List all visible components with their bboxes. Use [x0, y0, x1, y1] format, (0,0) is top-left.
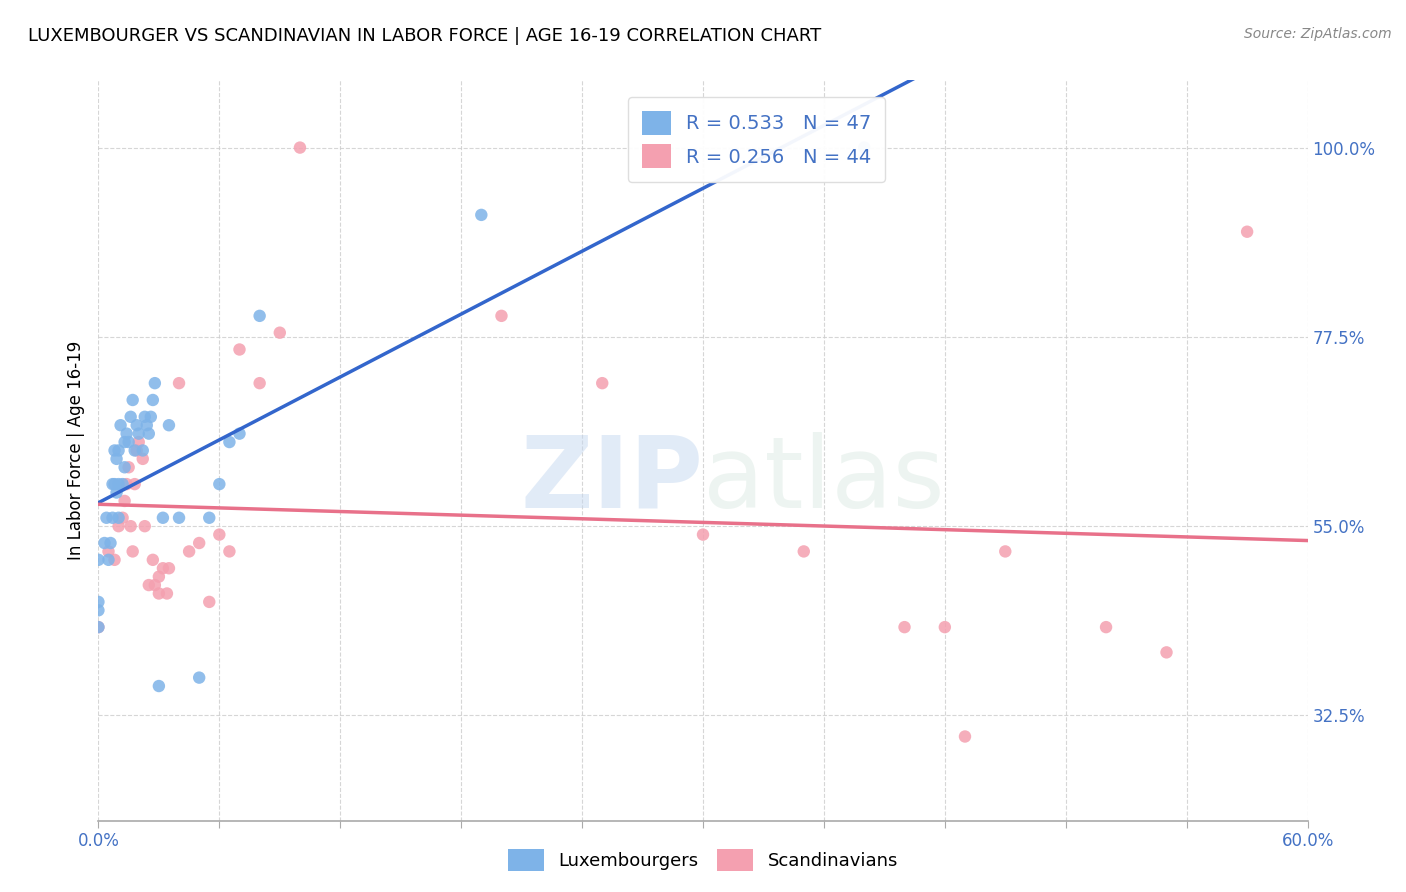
- Point: [793, 544, 815, 558]
- Point: [128, 435, 150, 450]
- Text: Source: ZipAtlas.com: Source: ZipAtlas.com: [1244, 27, 1392, 41]
- Point: [115, 426, 138, 441]
- Point: [132, 451, 155, 466]
- Point: [198, 510, 221, 524]
- Point: [87, 553, 110, 567]
- Point: [143, 578, 166, 592]
- Point: [121, 392, 143, 407]
- Point: [249, 309, 271, 323]
- Point: [103, 443, 125, 458]
- Point: [934, 620, 956, 634]
- Point: [121, 544, 143, 558]
- Point: [167, 510, 190, 524]
- Point: [114, 435, 136, 450]
- Point: [218, 544, 240, 558]
- Point: [107, 477, 129, 491]
- Point: [135, 418, 157, 433]
- Point: [105, 451, 128, 466]
- Legend: Luxembourgers, Scandinavians: Luxembourgers, Scandinavians: [501, 842, 905, 879]
- Point: [188, 536, 211, 550]
- Point: [107, 443, 129, 458]
- Point: [103, 553, 125, 567]
- Point: [1095, 620, 1118, 634]
- Point: [125, 418, 148, 433]
- Point: [228, 426, 250, 441]
- Point: [208, 527, 231, 541]
- Point: [132, 443, 155, 458]
- Point: [1156, 645, 1178, 659]
- Text: ZIP: ZIP: [520, 432, 703, 529]
- Point: [128, 426, 150, 441]
- Point: [96, 510, 118, 524]
- Point: [111, 477, 134, 491]
- Point: [692, 527, 714, 541]
- Point: [124, 477, 146, 491]
- Point: [152, 510, 174, 524]
- Point: [87, 603, 110, 617]
- Point: [101, 510, 124, 524]
- Point: [208, 477, 231, 491]
- Point: [138, 578, 160, 592]
- Point: [138, 426, 160, 441]
- Text: LUXEMBOURGER VS SCANDINAVIAN IN LABOR FORCE | AGE 16-19 CORRELATION CHART: LUXEMBOURGER VS SCANDINAVIAN IN LABOR FO…: [28, 27, 821, 45]
- Point: [118, 460, 141, 475]
- Point: [249, 376, 271, 391]
- Point: [134, 409, 156, 424]
- Point: [114, 494, 136, 508]
- Point: [134, 519, 156, 533]
- Point: [139, 409, 162, 424]
- Point: [148, 586, 170, 600]
- Point: [179, 544, 201, 558]
- Point: [288, 140, 311, 154]
- Point: [167, 376, 190, 391]
- Legend: R = 0.533   N = 47, R = 0.256   N = 44: R = 0.533 N = 47, R = 0.256 N = 44: [628, 97, 886, 182]
- Point: [994, 544, 1017, 558]
- Point: [157, 418, 180, 433]
- Point: [120, 519, 142, 533]
- Point: [142, 392, 165, 407]
- Point: [228, 343, 250, 357]
- Point: [591, 376, 613, 391]
- Point: [188, 671, 211, 685]
- Point: [125, 443, 148, 458]
- Point: [93, 536, 115, 550]
- Point: [491, 309, 513, 323]
- Point: [198, 595, 221, 609]
- Point: [157, 561, 180, 575]
- Point: [97, 544, 120, 558]
- Point: [156, 586, 179, 600]
- Point: [269, 326, 291, 340]
- Point: [107, 519, 129, 533]
- Point: [100, 536, 122, 550]
- Point: [143, 376, 166, 391]
- Point: [87, 620, 110, 634]
- Point: [152, 561, 174, 575]
- Point: [111, 510, 134, 524]
- Point: [1236, 225, 1258, 239]
- Point: [953, 730, 976, 744]
- Point: [107, 510, 129, 524]
- Point: [124, 443, 146, 458]
- Point: [105, 485, 128, 500]
- Point: [103, 477, 125, 491]
- Point: [87, 620, 110, 634]
- Point: [853, 140, 876, 154]
- Point: [218, 435, 240, 450]
- Point: [114, 460, 136, 475]
- Point: [101, 477, 124, 491]
- Text: atlas: atlas: [703, 432, 945, 529]
- Point: [893, 620, 915, 634]
- Point: [470, 208, 492, 222]
- Point: [118, 435, 141, 450]
- Point: [148, 569, 170, 583]
- Point: [142, 553, 165, 567]
- Y-axis label: In Labor Force | Age 16-19: In Labor Force | Age 16-19: [66, 341, 84, 560]
- Point: [148, 679, 170, 693]
- Point: [110, 418, 132, 433]
- Point: [87, 595, 110, 609]
- Point: [97, 553, 120, 567]
- Point: [115, 477, 138, 491]
- Point: [120, 409, 142, 424]
